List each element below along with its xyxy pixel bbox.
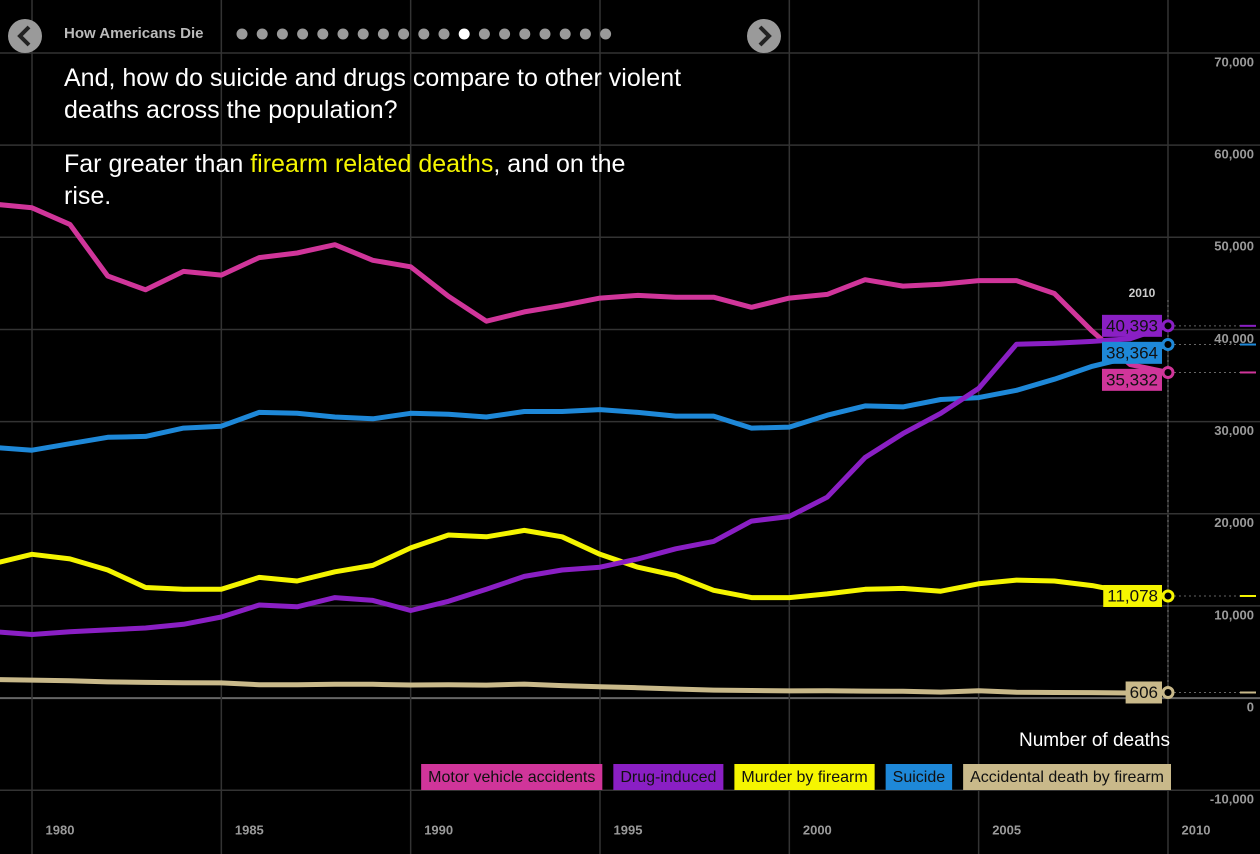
end-label-box xyxy=(1101,368,1162,391)
x-tick-label: 1980 xyxy=(46,822,75,837)
end-label-box xyxy=(1125,681,1162,704)
series-line xyxy=(0,677,1169,696)
series-line xyxy=(0,527,1169,601)
highlight-label: 2010 xyxy=(1129,286,1156,300)
x-tick-label: 1990 xyxy=(424,822,453,837)
legend-label: Accidental death by firearm xyxy=(970,769,1164,786)
legend-swatch xyxy=(885,764,953,790)
page-dot xyxy=(600,28,612,40)
legend-label: Suicide xyxy=(893,769,946,786)
y-tick-label: 60,000 xyxy=(1214,147,1254,162)
x-tick-label: 2010 xyxy=(1182,822,1211,837)
page-dot xyxy=(377,28,389,40)
page-dot xyxy=(276,28,288,40)
end-label-box xyxy=(1101,314,1162,337)
page-dot xyxy=(236,28,248,40)
y-tick-label: 30,000 xyxy=(1214,423,1254,438)
y-tick-label: 50,000 xyxy=(1214,239,1254,254)
page-dot xyxy=(579,28,591,40)
subheadline-part: Far greater than xyxy=(64,150,251,178)
legend-label: Drug-induced xyxy=(620,769,716,786)
legend-item[interactable]: Motor vehicle accidents xyxy=(421,764,603,790)
page-dot xyxy=(418,28,430,40)
series-line xyxy=(0,323,1169,637)
nav-prev-icon xyxy=(17,25,31,47)
nav-next-icon xyxy=(758,25,772,47)
legend-item[interactable]: Suicide xyxy=(885,764,953,790)
nav-prev-button[interactable] xyxy=(8,19,42,53)
end-marker xyxy=(1161,589,1175,603)
page-dot xyxy=(539,28,551,40)
page-dot xyxy=(478,28,490,40)
end-marker xyxy=(1161,319,1175,333)
x-tick-label: 2000 xyxy=(803,822,832,837)
page-dot xyxy=(458,28,470,40)
legend: Accidental death by firearm Suicide Murder… xyxy=(421,764,1171,790)
end-marker xyxy=(1161,338,1175,352)
end-label: 606 xyxy=(1130,683,1158,702)
legend-swatch xyxy=(421,764,603,790)
legend-item[interactable]: Drug-induced xyxy=(613,764,724,790)
y-tick-label: 40,000 xyxy=(1214,331,1254,346)
legend-swatch xyxy=(963,764,1171,790)
end-label: 38,364 xyxy=(1106,343,1158,362)
y-tick-label: 0 xyxy=(1247,700,1254,715)
series-line xyxy=(0,202,1169,375)
end-label-box xyxy=(1101,341,1162,364)
page-dot xyxy=(297,28,309,40)
page-dot xyxy=(256,28,268,40)
legend-item[interactable]: Murder by firearm xyxy=(734,764,875,790)
nav-title: How Americans Die xyxy=(64,25,204,42)
end-labels: 40,393 38,364 35,332 11,078 606 xyxy=(1101,314,1256,704)
nav-next[interactable] xyxy=(747,19,781,53)
x-tick-label: 1995 xyxy=(614,822,643,837)
end-label: 35,332 xyxy=(1106,370,1158,389)
page-dot xyxy=(398,28,410,40)
y-tick-label: 70,000 xyxy=(1214,54,1254,69)
end-label: 40,393 xyxy=(1106,316,1158,335)
legend-label: Motor vehicle accidents xyxy=(428,769,595,786)
nav-prev[interactable] xyxy=(8,19,42,53)
y-tick-label: -10,000 xyxy=(1210,792,1254,807)
y-axis-label: Number of deaths xyxy=(1019,730,1170,751)
page-dot xyxy=(438,28,450,40)
subheadline-highlight: firearm related deaths xyxy=(250,150,494,178)
nav-next-button[interactable] xyxy=(747,19,781,53)
page-dot xyxy=(337,28,349,40)
headline: And, how do suicide and drugs compare to… xyxy=(64,64,682,124)
y-tick-label: 10,000 xyxy=(1214,607,1254,622)
x-tick-label: 2005 xyxy=(992,822,1021,837)
legend-label: Murder by firearm xyxy=(741,769,867,786)
lines xyxy=(0,202,1169,696)
end-label: 11,078 xyxy=(1107,586,1158,605)
x-tick-label: 1985 xyxy=(235,822,264,837)
page-dot xyxy=(559,28,571,40)
y-tick-label: 20,000 xyxy=(1214,515,1254,530)
page-dot xyxy=(357,28,369,40)
end-marker xyxy=(1161,365,1175,379)
end-marker xyxy=(1161,685,1175,699)
subheadline-part: , and on the rise. xyxy=(64,150,626,210)
legend-swatch xyxy=(613,764,724,790)
legend-swatch xyxy=(734,764,875,790)
page-dot xyxy=(317,28,329,40)
page-dot xyxy=(519,28,531,40)
page-dot xyxy=(499,28,511,40)
page-dots xyxy=(236,28,612,40)
series-line xyxy=(0,342,1169,453)
legend-item[interactable]: Accidental death by firearm xyxy=(963,764,1171,790)
end-label-box xyxy=(1103,584,1162,607)
subheadline: Far greater than firearm related deaths,… xyxy=(64,148,634,212)
